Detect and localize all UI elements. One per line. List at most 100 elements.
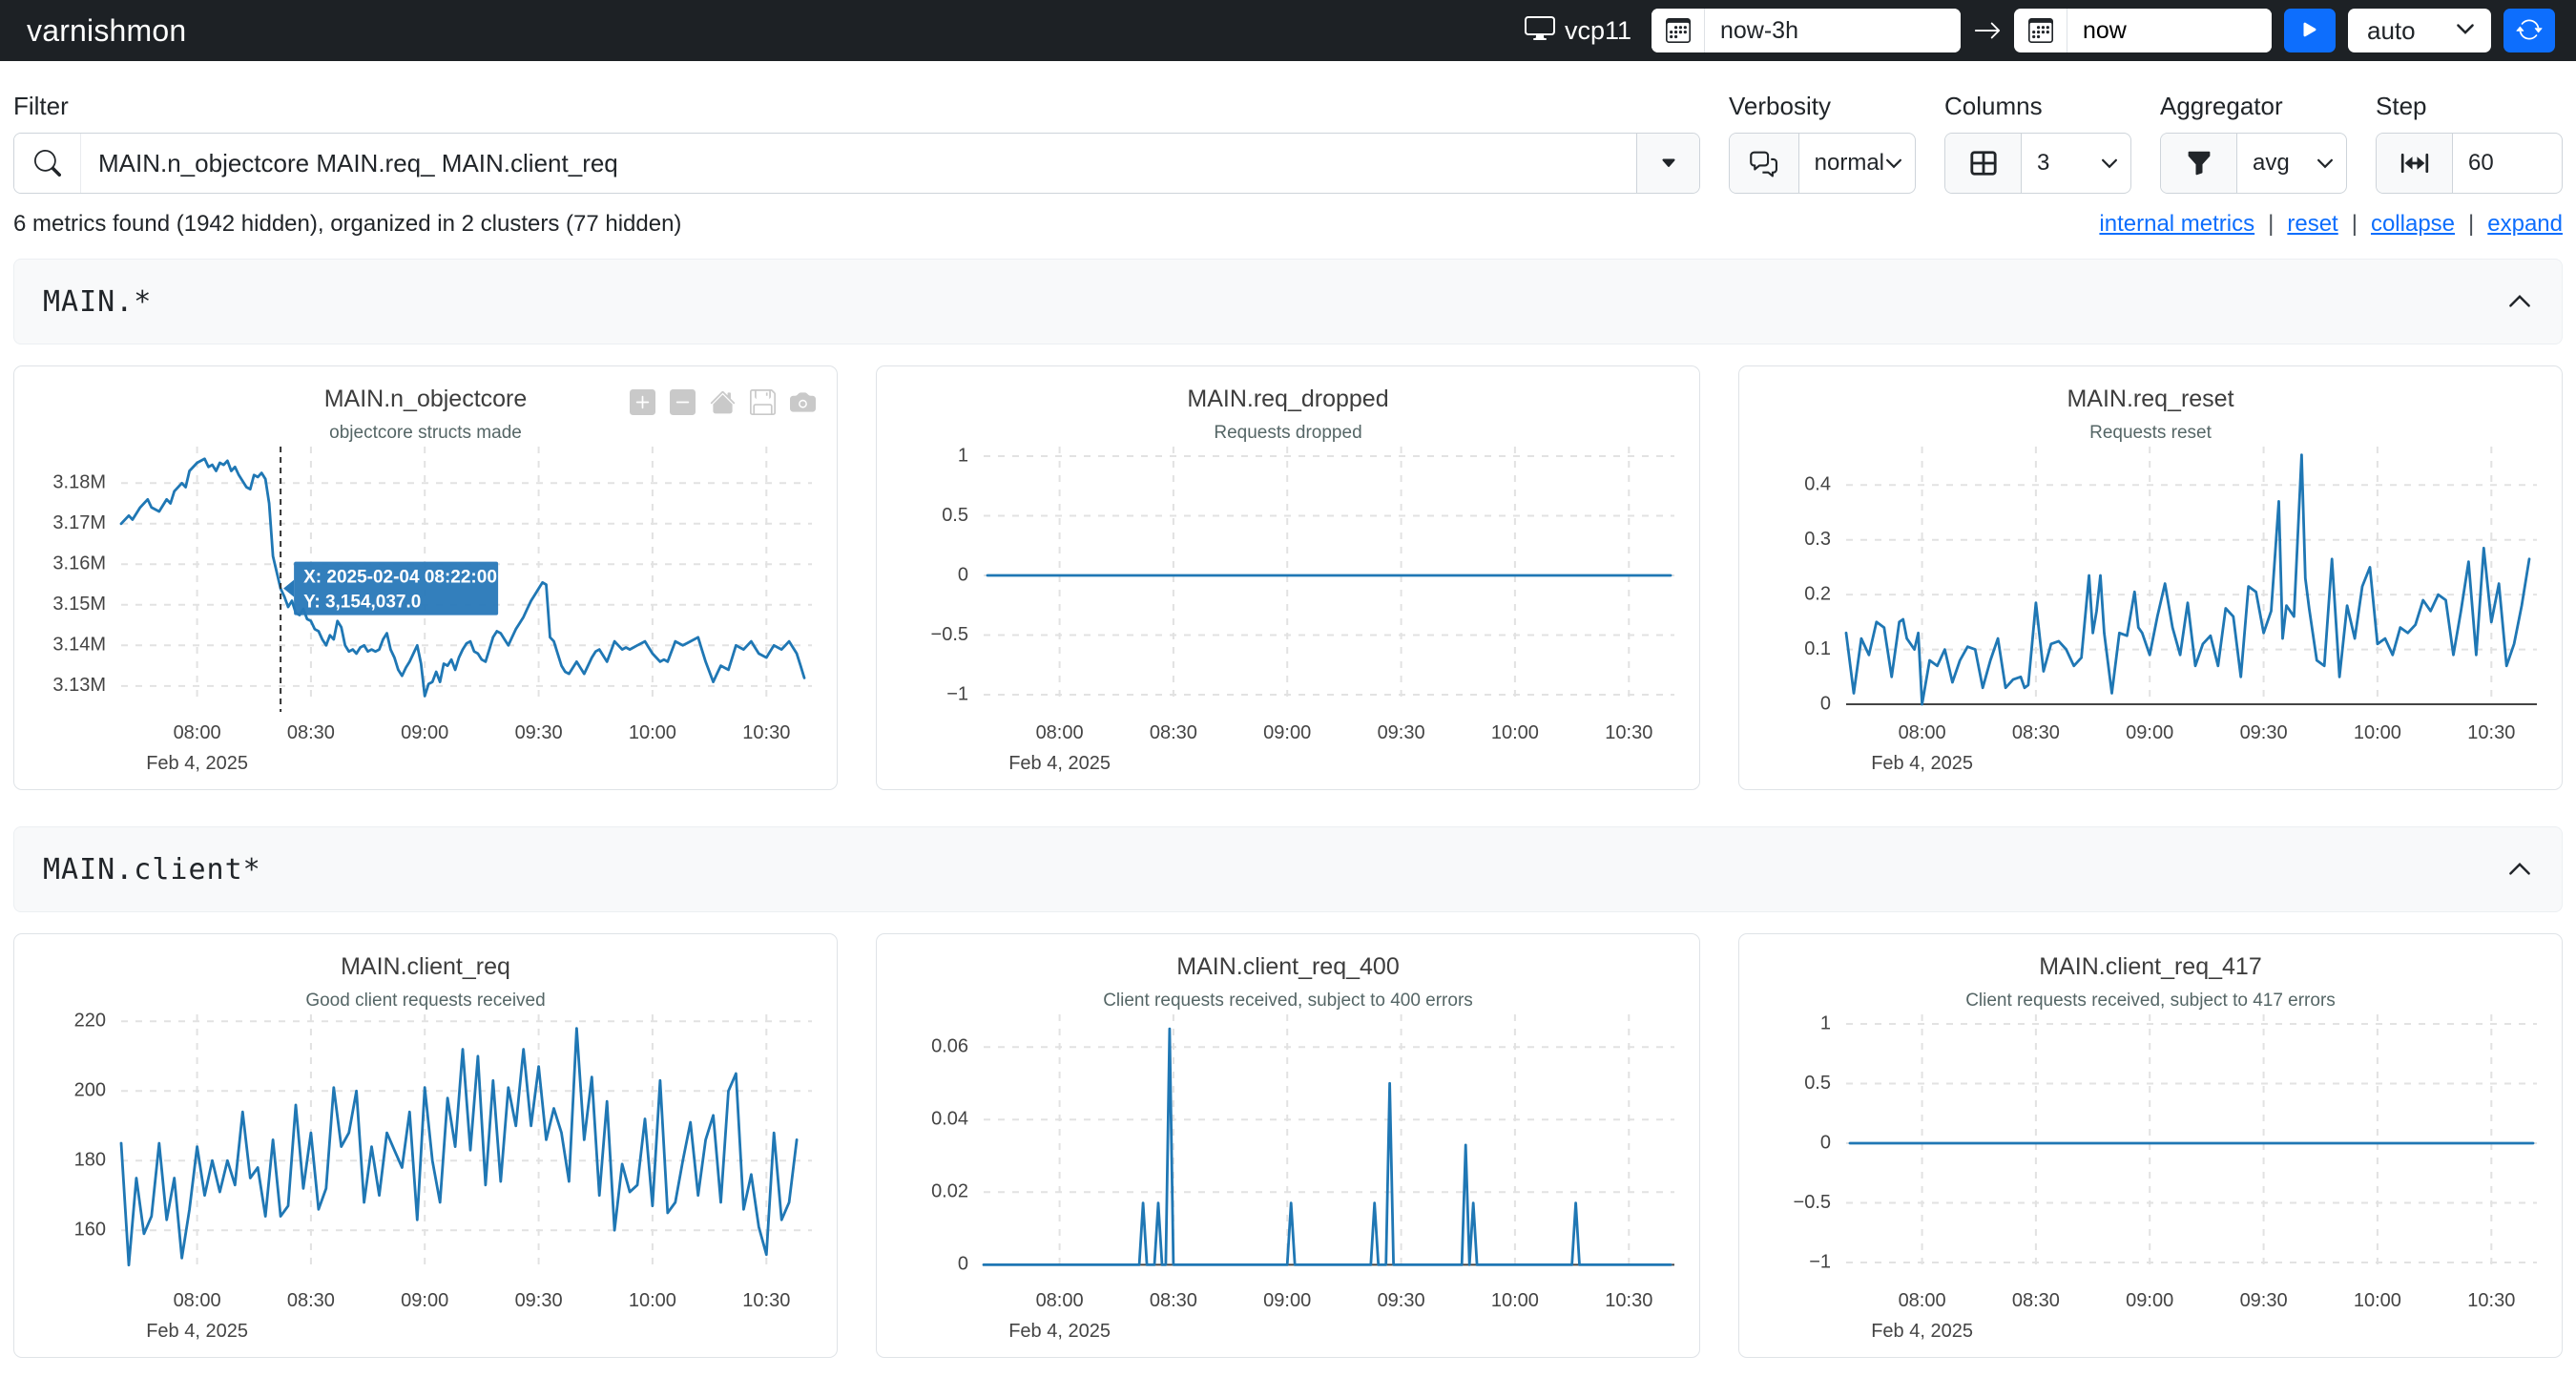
- aggregator-label: Aggregator: [2160, 92, 2283, 120]
- chart-canvas[interactable]: 0.4 0.3 0.2 0.1 0 08:00 Feb 4, 2025 08:30 09:00 0…: [1739, 441, 2562, 781]
- svg-text:10:30: 10:30: [1605, 1290, 1652, 1311]
- expand-link[interactable]: expand: [2487, 211, 2563, 237]
- svg-text:0: 0: [1820, 693, 1831, 714]
- cluster-name: MAIN.*: [43, 284, 153, 319]
- time-from-group: [1652, 9, 1961, 52]
- chart-head: MAIN.client_req_400 Client requests recei…: [877, 934, 1699, 1012]
- columns-group: 3: [1944, 133, 2131, 194]
- cluster-section-main-client: MAIN.client* MAIN.client_req Good client …: [13, 826, 2563, 1358]
- svg-text:10:30: 10:30: [2467, 722, 2515, 743]
- svg-text:10:30: 10:30: [2467, 1290, 2515, 1311]
- caret-down-icon: [1661, 158, 1675, 167]
- metric-card: MAIN.n_objectcore objectcore structs made…: [13, 365, 838, 790]
- metric-card: MAIN.req_reset Requests reset 0.4 0.3 0.2 0.1…: [1738, 365, 2563, 790]
- svg-text:09:30: 09:30: [2240, 1290, 2288, 1311]
- cluster-section-main: MAIN.* MAIN.n_objectcore objectcore struc…: [13, 259, 2563, 790]
- chart-title: MAIN.client_req_417: [2039, 953, 2262, 980]
- chevron-down-icon: [2455, 16, 2476, 46]
- svg-text:09:30: 09:30: [1378, 722, 1425, 743]
- filter-label: Filter: [13, 92, 69, 120]
- svg-text:Feb 4, 2025: Feb 4, 2025: [146, 753, 248, 774]
- svg-text:10:00: 10:00: [2354, 722, 2401, 743]
- reset-link[interactable]: reset: [2287, 211, 2338, 237]
- chart-title: MAIN.client_req_400: [1176, 953, 1400, 980]
- aggregator-select[interactable]: avg: [2237, 134, 2346, 193]
- apply-time-button[interactable]: [2284, 9, 2336, 52]
- refresh-interval-select[interactable]: auto: [2348, 9, 2491, 52]
- metric-card: MAIN.req_dropped Requests dropped 1 0.5 0 −0.…: [876, 365, 1700, 790]
- filter-search-input[interactable]: [81, 134, 1636, 193]
- svg-text:Feb 4, 2025: Feb 4, 2025: [1871, 753, 1973, 774]
- chart-canvas[interactable]: 1 0.5 0 −0.5 −1 08:00 Feb 4, 2025 08:30 09:00 09:…: [1739, 1009, 2562, 1348]
- link-separator: |: [2468, 211, 2475, 237]
- save-icon[interactable]: [750, 389, 776, 415]
- svg-text:3.16M: 3.16M: [52, 553, 106, 574]
- internal-metrics-link[interactable]: internal metrics: [2099, 211, 2255, 237]
- link-separator: |: [2268, 211, 2275, 237]
- svg-text:10:30: 10:30: [742, 722, 790, 743]
- svg-text:09:30: 09:30: [2240, 722, 2288, 743]
- svg-text:10:00: 10:00: [629, 1290, 676, 1311]
- time-from-input[interactable]: [1705, 9, 1961, 52]
- chevron-down-icon: [2317, 158, 2333, 169]
- svg-text:08:00: 08:00: [1899, 722, 1946, 743]
- svg-text:09:00: 09:00: [401, 722, 448, 743]
- zoom-in-icon[interactable]: [630, 389, 655, 415]
- svg-text:1: 1: [1820, 1012, 1831, 1033]
- zoom-out-icon[interactable]: [670, 389, 696, 415]
- svg-text:10:00: 10:00: [2354, 1290, 2401, 1311]
- svg-text:X: 2025-02-04 08:22:00: X: 2025-02-04 08:22:00: [303, 568, 497, 588]
- refresh-interval-value: auto: [2367, 15, 2416, 45]
- play-icon: [2297, 17, 2322, 45]
- chart-title: MAIN.client_req: [341, 953, 510, 980]
- svg-text:220: 220: [74, 1011, 106, 1032]
- collapse-link[interactable]: collapse: [2370, 211, 2456, 237]
- navbar: varnishmon vcp11: [0, 0, 2576, 61]
- refresh-icon: [2516, 16, 2543, 46]
- chart-canvas[interactable]: 220 200 180 160 08:00 Feb 4, 2025 08:30 09:00 09…: [14, 1009, 837, 1348]
- chart-canvas[interactable]: 0.06 0.04 0.02 0 08:00 Feb 4, 2025 08:30 09:00 0…: [877, 1009, 1699, 1348]
- svg-text:0: 0: [958, 564, 968, 585]
- chevron-up-icon[interactable]: [2506, 856, 2533, 883]
- time-to-input[interactable]: [2067, 9, 2272, 52]
- svg-text:Y: 3,154,037.0: Y: 3,154,037.0: [303, 593, 421, 613]
- verbosity-label: Verbosity: [1729, 92, 1831, 120]
- refresh-button[interactable]: [2503, 9, 2555, 52]
- svg-text:200: 200: [74, 1080, 106, 1101]
- chevron-up-icon[interactable]: [2506, 288, 2533, 315]
- columns-value: 3: [2037, 150, 2050, 176]
- status-row: 6 metrics found (1942 hidden), organized…: [13, 211, 2563, 238]
- chart-canvas[interactable]: 3.18M 3.17M 3.16M 3.15M 3.14M 3.13M 08:00 Feb 4…: [14, 441, 837, 781]
- cluster-header[interactable]: MAIN.client*: [13, 826, 2563, 912]
- svg-text:3.14M: 3.14M: [52, 635, 106, 656]
- cluster-header[interactable]: MAIN.*: [13, 259, 2563, 344]
- svg-text:3.13M: 3.13M: [52, 675, 106, 696]
- svg-text:08:30: 08:30: [1150, 1290, 1197, 1311]
- svg-text:0.04: 0.04: [931, 1109, 968, 1130]
- svg-text:0: 0: [1820, 1132, 1831, 1153]
- navbar-controls: vcp11 auto: [1524, 9, 2555, 52]
- svg-text:Feb 4, 2025: Feb 4, 2025: [1008, 1321, 1111, 1342]
- svg-text:10:00: 10:00: [1491, 1290, 1539, 1311]
- time-to-group: [2014, 9, 2272, 52]
- cluster-charts-row: MAIN.n_objectcore objectcore structs made…: [13, 365, 2563, 790]
- aggregator-group: avg: [2160, 133, 2347, 194]
- columns-select[interactable]: 3: [2022, 134, 2130, 193]
- columns-label: Columns: [1944, 92, 2043, 120]
- link-separator: |: [2351, 211, 2358, 237]
- svg-text:09:00: 09:00: [401, 1290, 448, 1311]
- camera-icon[interactable]: [790, 389, 816, 415]
- svg-text:0.02: 0.02: [931, 1181, 968, 1202]
- metric-card: MAIN.client_req Good client requests rece…: [13, 933, 838, 1358]
- step-value: 60: [2468, 150, 2494, 176]
- verbosity-select[interactable]: normal: [1799, 134, 1915, 193]
- chart-head: MAIN.client_req_417 Client requests recei…: [1739, 934, 2562, 1012]
- funnel-icon: [2161, 134, 2237, 193]
- svg-text:10:30: 10:30: [1605, 722, 1652, 743]
- filter-history-button[interactable]: [1636, 134, 1699, 193]
- svg-text:09:00: 09:00: [1263, 1290, 1311, 1311]
- svg-text:08:30: 08:30: [287, 1290, 335, 1311]
- chart-canvas[interactable]: 1 0.5 0 −0.5 −1 08:00 Feb 4, 2025 08:30 09:00 09:…: [877, 441, 1699, 781]
- home-icon[interactable]: [710, 389, 736, 415]
- step-input[interactable]: 60: [2453, 134, 2562, 193]
